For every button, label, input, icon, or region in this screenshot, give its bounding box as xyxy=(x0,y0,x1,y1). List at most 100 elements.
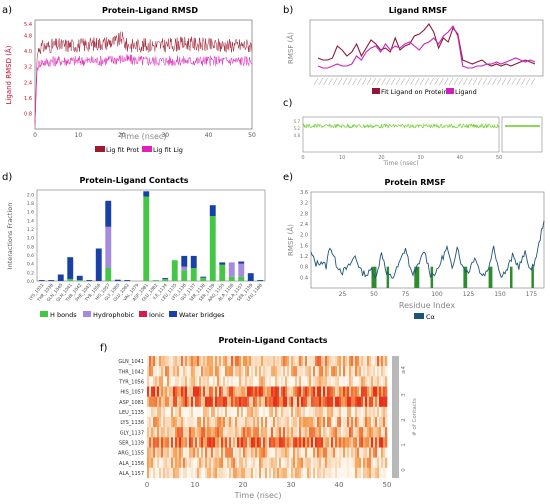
heatmap-cell xyxy=(223,406,226,418)
heatmap-cell xyxy=(211,366,214,377)
heatmap-cell xyxy=(379,386,382,397)
heatmap-cell xyxy=(283,366,286,377)
heatmap-cell xyxy=(335,386,338,397)
heatmap-cell xyxy=(235,366,238,377)
heatmap-cell xyxy=(297,406,300,418)
row-label: SER_1139 xyxy=(119,440,144,446)
heatmap-cell xyxy=(345,437,348,448)
heatmap-cell xyxy=(271,366,274,377)
heatmap-cell xyxy=(371,417,374,428)
heatmap-cell xyxy=(335,356,338,367)
heatmap-cell xyxy=(285,406,288,418)
heatmap-cell xyxy=(147,406,150,418)
heatmap-cell xyxy=(285,366,288,377)
heatmap-cell xyxy=(203,417,206,428)
heatmap-cell xyxy=(267,467,270,479)
heatmap-cell xyxy=(345,376,348,387)
heatmap-cell xyxy=(229,376,232,387)
heatmap-cell xyxy=(337,376,340,387)
heatmap-cell xyxy=(239,386,242,397)
heatmap-cell xyxy=(275,427,278,438)
heatmap-cell xyxy=(357,356,360,367)
x-tick-label: 50 xyxy=(248,132,256,139)
heatmap-cell xyxy=(367,427,370,438)
legend-label-lig-fit-prot: Lig fit Prot xyxy=(106,146,140,154)
heatmap-cell xyxy=(361,457,364,469)
heatmap-cell xyxy=(153,447,156,458)
heatmap-cell xyxy=(237,437,240,448)
heatmap-cell xyxy=(199,356,202,367)
heatmap-cell xyxy=(349,437,352,448)
heatmap-cell xyxy=(343,447,346,458)
heatmap-cell xyxy=(279,467,282,479)
heatmap-cell xyxy=(367,406,370,418)
atom-tick xyxy=(347,77,352,86)
heatmap-cell xyxy=(199,417,202,428)
heatmap-cell xyxy=(195,467,198,479)
heatmap-cell xyxy=(239,467,242,479)
heatmap-cell xyxy=(221,417,224,428)
heatmap-cell xyxy=(279,356,282,367)
heatmap-cell xyxy=(219,437,222,448)
heatmap-cell xyxy=(295,417,298,428)
heatmap-cell xyxy=(221,406,224,418)
heatmap-cell xyxy=(173,447,176,458)
heatmap-cell xyxy=(375,406,378,418)
heatmap-cell xyxy=(365,417,368,428)
x-tick-label: 150 xyxy=(494,291,506,298)
heatmap-cell xyxy=(165,427,168,438)
heatmap-cell xyxy=(255,386,258,397)
heatmap-cell xyxy=(159,366,162,377)
chart-f-colorbar-label: # of Contacts xyxy=(412,398,418,436)
heatmap-cell xyxy=(277,406,280,418)
heatmap-cell xyxy=(341,457,344,469)
heatmap-cell xyxy=(257,376,260,387)
panel-e-protein-rmsf: Protein RMSF RMSF (Å) Residue Index 0.40… xyxy=(286,178,545,321)
heatmap-cell xyxy=(169,396,172,408)
heatmap-cell xyxy=(303,417,306,428)
atom-tick xyxy=(342,77,348,86)
heatmap-cell xyxy=(283,356,286,367)
heatmap-cell xyxy=(165,457,168,469)
heatmap-cell xyxy=(259,457,262,469)
heatmap-cell xyxy=(207,376,210,387)
panel-letter-f: f) xyxy=(100,343,108,354)
heatmap-cell xyxy=(321,386,324,397)
y-tick-label: 4.8 xyxy=(24,34,32,40)
heatmap-cell xyxy=(293,467,296,479)
heatmap-cell xyxy=(329,437,332,448)
heatmap-cell xyxy=(195,386,198,397)
heatmap-cell xyxy=(343,376,346,387)
chart-e-frame xyxy=(310,191,545,289)
heatmap-cell xyxy=(155,417,158,428)
heatmap-cell xyxy=(285,417,288,428)
heatmap-cell xyxy=(309,356,312,367)
heatmap-cell xyxy=(199,437,202,448)
heatmap-cell xyxy=(331,376,334,387)
heatmap-cell xyxy=(385,376,388,387)
legend-label-calpha: Cα xyxy=(426,313,435,321)
heatmap-cell xyxy=(355,467,358,479)
heatmap-cell xyxy=(323,417,326,428)
heatmap-cell xyxy=(319,396,322,408)
heatmap-cell xyxy=(263,427,266,438)
heatmap-cell xyxy=(153,396,156,408)
heatmap-cell xyxy=(179,406,182,418)
heatmap-cell xyxy=(241,376,244,387)
heatmap-cell xyxy=(371,447,374,458)
heatmap-cell xyxy=(301,366,304,377)
x-tick-label: 20 xyxy=(118,132,126,139)
heatmap-cell xyxy=(359,417,362,428)
heatmap-cell xyxy=(281,427,284,438)
heatmap-cell xyxy=(169,386,172,397)
heatmap-cell xyxy=(235,396,238,408)
heatmap-cell xyxy=(209,427,212,438)
heatmap-cell xyxy=(183,467,186,479)
heatmap-cell xyxy=(193,356,196,367)
heatmap-cell xyxy=(317,427,320,438)
heatmap-cell xyxy=(315,386,318,397)
heatmap-cell xyxy=(257,386,260,397)
heatmap-cell xyxy=(263,447,266,458)
heatmap-cell xyxy=(373,376,376,387)
heatmap-cell xyxy=(147,437,150,448)
